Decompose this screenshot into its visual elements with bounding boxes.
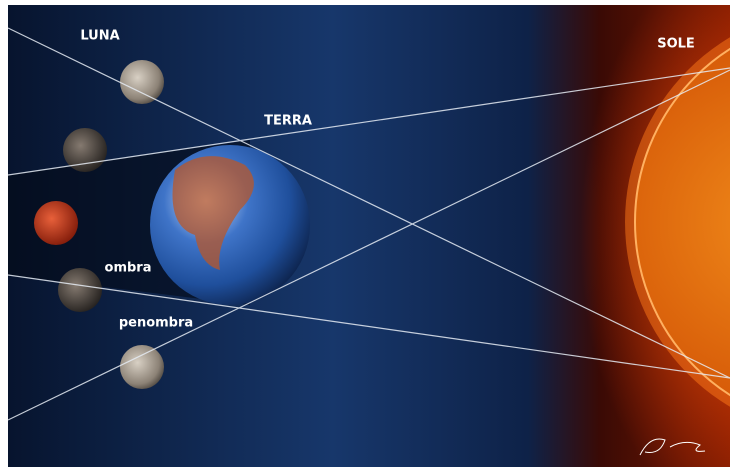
moon	[58, 268, 102, 312]
moon	[120, 60, 164, 104]
label-ombra: ombra	[105, 261, 152, 276]
moon	[120, 345, 164, 389]
label-luna: LUNA	[80, 29, 119, 44]
label-terra: TERRA	[264, 114, 312, 129]
label-penombra: penombra	[119, 316, 193, 331]
page: {"nodes": [ {"label": "LUNA"}, {"label":…	[0, 0, 738, 472]
eclipse-diagram: LUNA TERRA SOLE ombra penombra	[0, 0, 738, 472]
label-sole: SOLE	[657, 37, 695, 52]
moon-eclipsed	[34, 201, 78, 245]
